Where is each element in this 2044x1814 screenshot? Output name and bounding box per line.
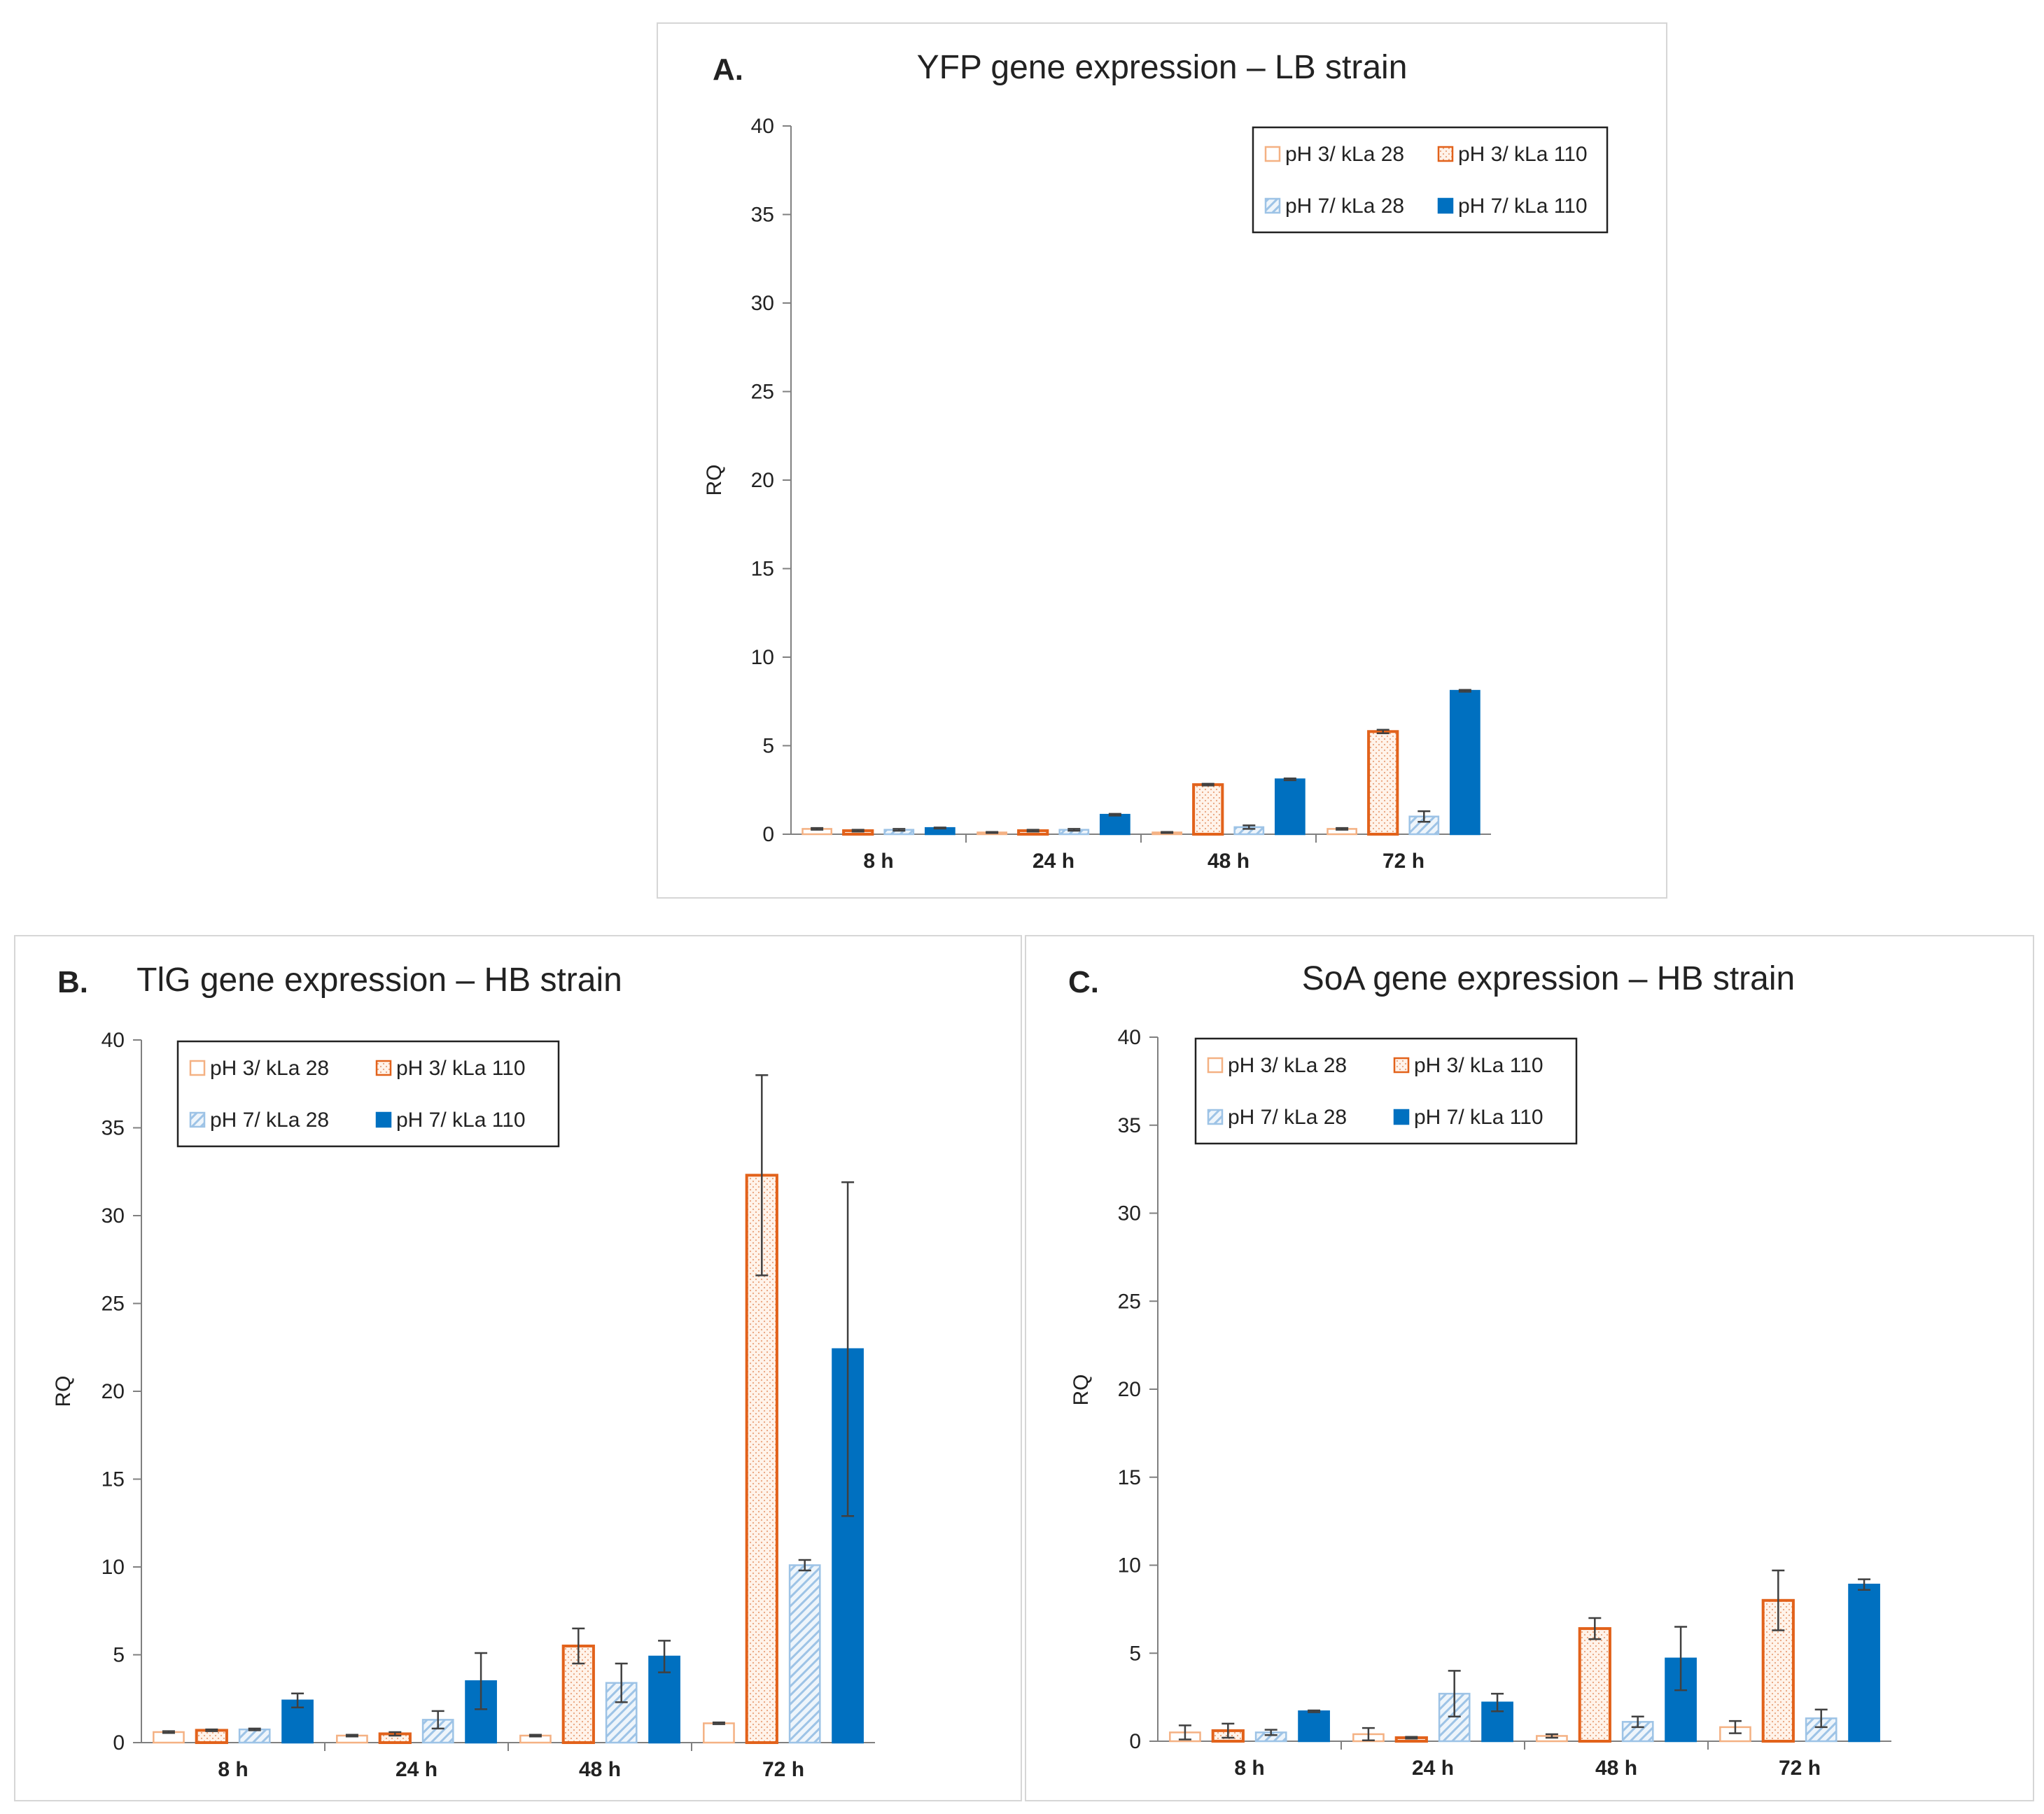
- x-tick-label: 72 h: [1779, 1757, 1821, 1780]
- y-tick-label: 35: [102, 1117, 125, 1140]
- panel-label: B.: [57, 965, 88, 999]
- legend-swatch-4: [1393, 1109, 1410, 1125]
- legend-swatch-4: [375, 1111, 392, 1128]
- y-tick-label: 35: [1118, 1114, 1141, 1137]
- y-tick-label: 20: [751, 469, 774, 492]
- legend-swatch-3: [1207, 1109, 1224, 1125]
- bar-b-s3-1: [238, 1728, 271, 1744]
- bar-b-s2-1: [195, 1729, 228, 1745]
- y-axis-label: RQ: [1070, 1374, 1093, 1406]
- chart-panel-c: C. SoA gene expression – HB strain 0 5 10 15 2…: [1025, 935, 2034, 1801]
- legend-label-1: pH 3/ kLa 28: [210, 1057, 329, 1080]
- y-tick-label: 30: [102, 1204, 125, 1228]
- legend-swatch-4: [1437, 197, 1454, 214]
- y-tick-label: 15: [751, 558, 774, 581]
- x-tick-label: 8 h: [863, 850, 893, 873]
- legend-label-1: pH 3/ kLa 28: [1285, 143, 1404, 166]
- legend-swatch-1: [1207, 1057, 1224, 1074]
- x-tick-label: 48 h: [1208, 850, 1250, 873]
- chart-title: YFP gene expression – LB strain: [917, 49, 1408, 86]
- y-tick-label: 15: [1118, 1466, 1141, 1489]
- x-tick-label: 48 h: [579, 1758, 621, 1781]
- x-tick-label: 8 h: [218, 1758, 248, 1781]
- legend-label-3: pH 7/ kLa 28: [1285, 195, 1404, 218]
- legend-label-2: pH 3/ kLa 110: [396, 1057, 526, 1080]
- x-tick-label: 24 h: [1032, 850, 1074, 873]
- y-tick-label: 30: [1118, 1202, 1141, 1225]
- x-tick-label: 8 h: [1234, 1757, 1264, 1780]
- legend-box: [1194, 1037, 1578, 1145]
- legend-box: [176, 1040, 560, 1148]
- chart-panel-b: B. TlG gene expression – HB strain 0 5 10 15 2…: [14, 935, 1022, 1801]
- y-tick-label: 25: [1118, 1290, 1141, 1313]
- legend-label-2: pH 3/ kLa 110: [1458, 143, 1588, 166]
- legend-label-4: pH 7/ kLa 110: [1414, 1106, 1544, 1129]
- legend-swatch-1: [1264, 146, 1281, 162]
- y-tick-label: 40: [751, 115, 774, 138]
- chart-title: SoA gene expression – HB strain: [1302, 960, 1795, 997]
- chart-a-svg: A. YFP gene expression – LB strain 0 5 10 15 2…: [703, 49, 1609, 873]
- y-tick-label: 30: [751, 292, 774, 315]
- legend-label-3: pH 7/ kLa 28: [1228, 1106, 1347, 1129]
- y-tick-label: 5: [762, 735, 774, 758]
- y-tick-label: 0: [113, 1731, 125, 1755]
- y-tick-label: 25: [102, 1293, 125, 1316]
- bar-a-s4-3: [1274, 778, 1306, 836]
- y-tick-label: 20: [102, 1380, 125, 1403]
- y-tick-label: 10: [1118, 1554, 1141, 1577]
- chart-title: TlG gene expression – HB strain: [136, 962, 622, 999]
- y-tick-label: 40: [102, 1029, 125, 1052]
- bar-b-s2-4: [745, 1174, 778, 1744]
- panel-label: A.: [713, 52, 743, 87]
- bar-a-s4-2: [1099, 813, 1130, 836]
- y-tick-label: 10: [751, 646, 774, 669]
- y-tick-label: 10: [102, 1556, 125, 1579]
- legend-swatch-2: [375, 1060, 392, 1076]
- bar-b-s3-4: [788, 1564, 821, 1744]
- legend-label-4: pH 7/ kLa 110: [1458, 195, 1588, 218]
- legend-label-4: pH 7/ kLa 110: [396, 1109, 526, 1132]
- chart-panel-a: A. YFP gene expression – LB strain 0 5 10 15 2…: [657, 22, 1667, 899]
- legend-swatch-2: [1437, 146, 1454, 162]
- y-tick-label: 20: [1118, 1378, 1141, 1401]
- y-tick-label: 0: [1129, 1730, 1141, 1753]
- y-tick-label: 5: [113, 1644, 125, 1667]
- bar-a-s4-4: [1449, 689, 1480, 836]
- legend-label-3: pH 7/ kLa 28: [210, 1109, 329, 1132]
- legend-swatch-3: [1264, 197, 1281, 214]
- legend-swatch-2: [1393, 1057, 1410, 1074]
- chart-c-svg: C. SoA gene expression – HB strain 0 5 10 15 2…: [1068, 960, 1891, 1780]
- bar-a-s2-3: [1192, 783, 1224, 836]
- bar-c-s2-3: [1578, 1627, 1611, 1743]
- x-tick-label: 24 h: [396, 1758, 438, 1781]
- bar-b-s1-4: [703, 1722, 735, 1744]
- panel-label: C.: [1068, 965, 1099, 999]
- legend-box: [1252, 126, 1609, 234]
- y-axis-label: RQ: [52, 1376, 75, 1407]
- legend-label-2: pH 3/ kLa 110: [1414, 1054, 1544, 1077]
- y-tick-label: 40: [1118, 1026, 1141, 1049]
- chart-b-svg: B. TlG gene expression – HB strain 0 5 10 15 2…: [52, 962, 875, 1781]
- y-axis-label: RQ: [703, 465, 726, 496]
- y-tick-label: 35: [751, 204, 774, 227]
- x-tick-label: 48 h: [1595, 1757, 1637, 1780]
- y-tick-label: 15: [102, 1468, 125, 1491]
- bar-c-s4-4: [1848, 1583, 1880, 1743]
- x-tick-label: 72 h: [1382, 850, 1424, 873]
- y-tick-label: 0: [762, 823, 774, 846]
- x-tick-label: 72 h: [762, 1758, 804, 1781]
- y-tick-label: 5: [1129, 1642, 1141, 1665]
- legend-label-1: pH 3/ kLa 28: [1228, 1054, 1347, 1077]
- bar-c-s4-1: [1298, 1710, 1330, 1743]
- bar-a-s2-4: [1367, 730, 1399, 836]
- legend-swatch-1: [189, 1060, 206, 1076]
- y-tick-label: 25: [751, 381, 774, 404]
- legend-swatch-3: [189, 1111, 206, 1128]
- x-tick-label: 24 h: [1412, 1757, 1454, 1780]
